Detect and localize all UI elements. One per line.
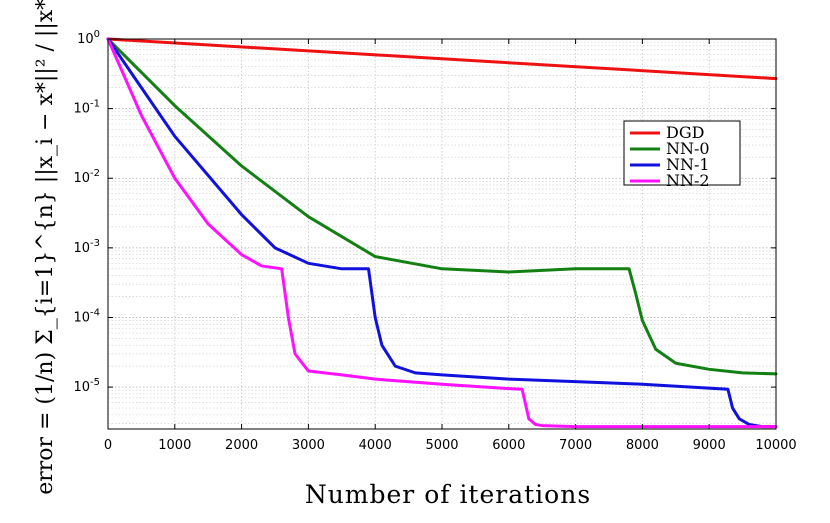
plot-area <box>108 39 776 429</box>
legend-label-nn-2: NN-2 <box>666 171 710 190</box>
series-lines <box>106 37 778 429</box>
x-axis-label: Number of iterations <box>305 480 591 509</box>
x-tick-label: 1000 <box>158 438 191 453</box>
y-tick-label: 10-4 <box>73 307 100 325</box>
x-tick-label: 10000 <box>755 438 796 453</box>
legend-label-nn-1: NN-1 <box>666 155 710 174</box>
series-line-dgd <box>106 37 778 81</box>
y-axis-label: error = (1/n) Σ_{i=1}^{n} ||x_i − x*||² … <box>33 0 58 495</box>
y-tick-label: 10-1 <box>73 99 100 117</box>
x-tick-label: 3000 <box>292 438 325 453</box>
x-tick-label: 8000 <box>626 438 659 453</box>
x-tick-label: 2000 <box>225 438 258 453</box>
y-tick-label: 10-3 <box>73 238 100 256</box>
plot-border <box>107 38 777 430</box>
series-line-nn-2 <box>106 37 778 429</box>
series-line-nn-0 <box>106 37 778 376</box>
x-tick-label: 9000 <box>693 438 726 453</box>
y-tick-label: 10-5 <box>73 377 100 395</box>
tick-labels: 0 1000 2000 3000 4000 5000 6000 7000 8000 9000 100… <box>73 29 796 453</box>
x-tick-label: 7000 <box>559 438 592 453</box>
y-tick-label: 10-2 <box>73 168 100 186</box>
x-tick-label: 0 <box>104 438 112 453</box>
series-line-nn-1 <box>106 37 778 429</box>
x-tick-label: 5000 <box>425 438 458 453</box>
x-tick-label: 4000 <box>359 438 392 453</box>
legend-label-dgd: DGD <box>666 123 704 142</box>
y-tick-label: 100 <box>77 29 100 47</box>
x-tick-label: 6000 <box>492 438 525 453</box>
legend-label-nn-0: NN-0 <box>666 139 710 158</box>
